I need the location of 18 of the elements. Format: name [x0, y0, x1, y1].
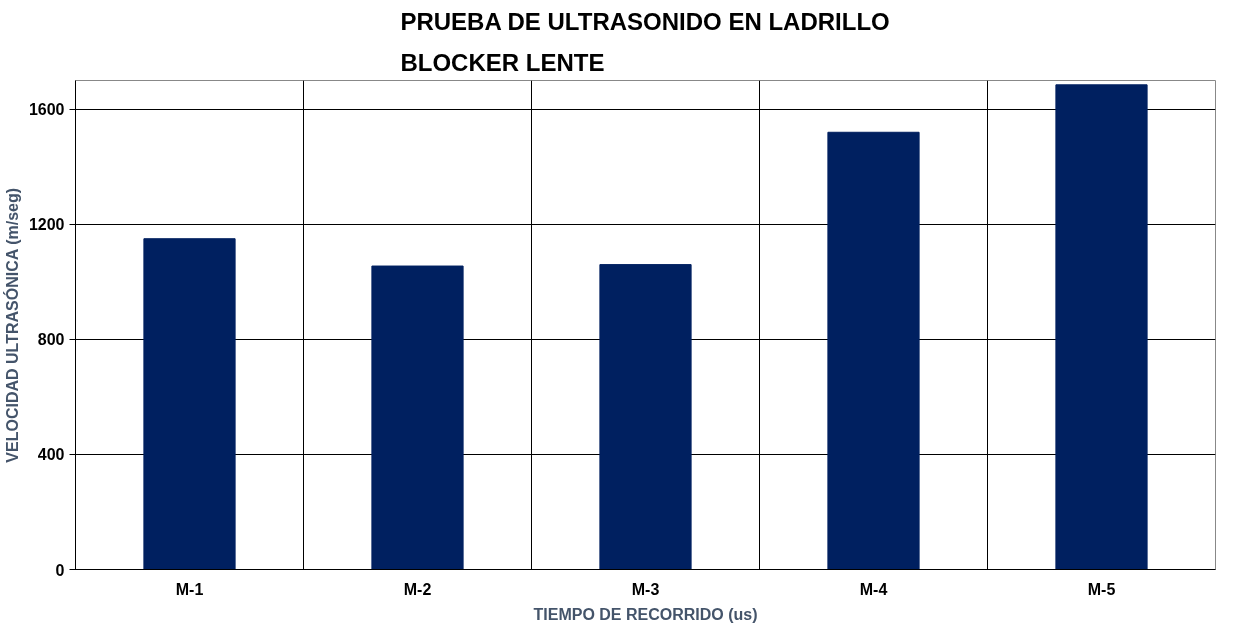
y-tick-label: 800 [37, 331, 65, 349]
y-tick-label: 0 [55, 561, 65, 579]
bar [1055, 84, 1148, 570]
y-tick-label: 400 [37, 446, 65, 464]
x-tick-label: M-4 [859, 580, 888, 598]
y-axis-title: VELOCIDAD ULTRASÓNICA (m/seg) [2, 187, 21, 463]
x-tick-label: M-3 [631, 580, 660, 598]
chart-title: PRUEBA DE ULTRASONIDO EN LADRILLO BLOCKER LENTE [400, 8, 890, 76]
x-tick-label: M-5 [1087, 580, 1116, 598]
bar [827, 131, 920, 570]
x-axis-title: TIEMPO DE RECORRIDO (us) [533, 605, 758, 623]
y-tick-label: 1600 [28, 101, 65, 119]
bar [143, 238, 236, 570]
y-tick-label: 1200 [28, 216, 65, 234]
bar [371, 265, 464, 570]
bar [599, 264, 692, 570]
x-tick-label: M-1 [175, 580, 204, 598]
x-tick-label: M-2 [403, 580, 432, 598]
